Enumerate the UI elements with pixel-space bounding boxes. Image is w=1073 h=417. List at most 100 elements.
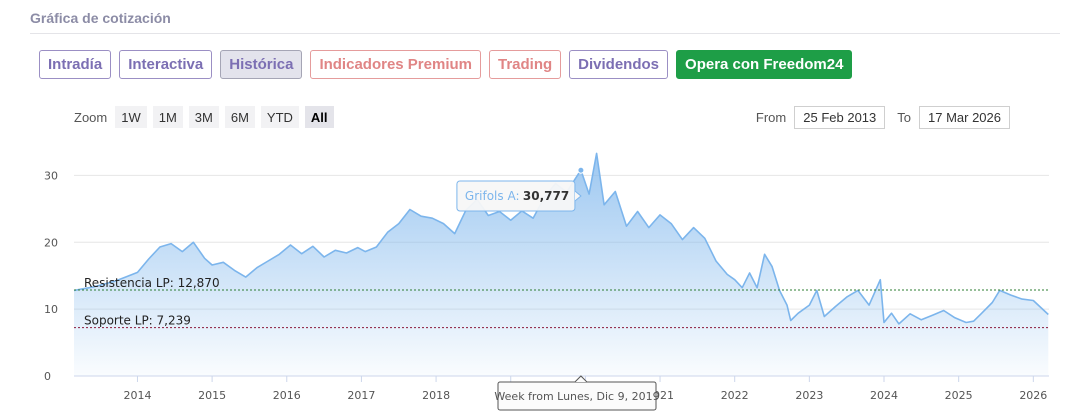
x-tick-label-2024: 2024 <box>870 389 898 402</box>
data-point-51 <box>659 214 661 216</box>
x-tick-label-2018: 2018 <box>422 389 450 402</box>
data-point-27 <box>398 223 400 225</box>
data-point-55 <box>704 237 706 239</box>
data-point-76 <box>883 322 885 324</box>
data-point-82 <box>943 310 945 312</box>
data-point-21 <box>334 249 336 251</box>
x-tick-label-2017: 2017 <box>347 389 375 402</box>
tab-historica[interactable]: Histórica <box>220 50 303 79</box>
data-point-8 <box>193 241 195 243</box>
data-point-83 <box>954 317 956 319</box>
data-point-91 <box>1032 300 1034 302</box>
data-point-14 <box>256 267 258 269</box>
zoom-ytd-button[interactable]: YTD <box>260 106 299 128</box>
data-point-53 <box>682 239 684 241</box>
tab-indicadores-premium[interactable]: Indicadores Premium <box>310 50 481 79</box>
data-point-69 <box>816 290 818 292</box>
zoom-6m-button[interactable]: 6M <box>224 106 255 128</box>
data-point-85 <box>973 320 975 322</box>
from-date-input[interactable]: 25 Feb 2013 <box>794 106 886 129</box>
data-point-66 <box>790 320 792 322</box>
highlight-point <box>577 166 585 174</box>
data-point-72 <box>846 296 848 298</box>
zoom-3m-button[interactable]: 3M <box>188 106 219 128</box>
data-point-90 <box>1021 298 1023 300</box>
crosshair-label-text: Week from Lunes, Dic 9, 2019 <box>494 390 659 403</box>
from-label: From <box>755 110 787 125</box>
data-point-58 <box>734 279 736 281</box>
data-point-16 <box>278 253 280 255</box>
zoom-label: Zoom <box>74 109 108 125</box>
opera-freedom24-button[interactable]: Opera con Freedom24 <box>676 50 853 79</box>
tab-interactiva[interactable]: Interactiva <box>119 50 213 79</box>
tab-intradia[interactable]: Intradía <box>39 50 112 79</box>
data-point-37 <box>510 219 512 221</box>
chart-tabs: Intradía Interactiva Histórica Indicador… <box>39 50 853 79</box>
data-point-24 <box>364 251 366 253</box>
section-title: Gráfica de cotización <box>30 10 171 26</box>
reference-line-label-0: Resistencia LP: 12,870 <box>84 276 220 290</box>
data-point-78 <box>898 323 900 325</box>
to-date-input[interactable]: 17 Mar 2026 <box>919 106 1010 129</box>
data-point-59 <box>741 287 743 289</box>
tooltip-value: 30,777 <box>523 189 569 203</box>
data-point-57 <box>726 273 728 275</box>
data-point-11 <box>222 261 224 263</box>
data-point-75 <box>879 279 881 281</box>
data-point-87 <box>991 302 993 304</box>
data-point-9 <box>204 257 206 259</box>
data-point-67 <box>797 312 799 314</box>
x-tick-label-2023: 2023 <box>795 389 823 402</box>
data-point-7 <box>181 251 183 253</box>
y-tick-label-20: 20 <box>44 236 58 249</box>
data-point-3 <box>137 271 139 273</box>
data-point-84 <box>965 322 967 324</box>
data-point-70 <box>823 316 825 318</box>
data-point-22 <box>346 252 348 254</box>
series-area-grifols-a <box>74 153 1049 376</box>
zoom-controls: Zoom 1W 1M 3M 6M YTD All <box>74 106 334 128</box>
tooltip-series-name: Grifols A: <box>465 189 520 203</box>
series-line-grifols-a <box>73 152 1049 325</box>
x-tick-label-2025: 2025 <box>945 389 973 402</box>
data-point-13 <box>245 276 247 278</box>
data-point-19 <box>312 245 314 247</box>
data-point-20 <box>323 256 325 258</box>
tooltip-pointer <box>574 190 582 202</box>
data-point-80 <box>920 319 922 321</box>
data-point-68 <box>808 304 810 306</box>
data-point-18 <box>301 253 303 255</box>
data-point-39 <box>532 217 534 219</box>
x-tick-label-2015: 2015 <box>198 389 226 402</box>
data-point-47 <box>614 191 616 193</box>
data-point-86 <box>980 313 982 315</box>
section-header: Gráfica de cotización <box>30 10 1060 34</box>
data-point-30 <box>431 217 433 219</box>
zoom-all-button[interactable]: All <box>304 106 334 128</box>
data-point-25 <box>375 246 377 248</box>
reference-line-label-1: Soporte LP: 7,239 <box>84 314 191 328</box>
data-point-65 <box>786 304 788 306</box>
data-point-56 <box>715 260 717 262</box>
zoom-1w-button[interactable]: 1W <box>115 106 147 128</box>
data-point-63 <box>771 265 773 267</box>
data-point-15 <box>267 260 269 262</box>
data-point-23 <box>357 247 359 249</box>
data-point-71 <box>835 306 837 308</box>
zoom-1m-button[interactable]: 1M <box>152 106 183 128</box>
y-tick-label-10: 10 <box>44 303 58 316</box>
data-point-35 <box>487 215 489 217</box>
data-point-26 <box>387 231 389 233</box>
data-point-77 <box>891 312 893 314</box>
data-point-52 <box>670 223 672 225</box>
data-point-6 <box>170 243 172 245</box>
data-point-45 <box>596 152 598 154</box>
data-point-74 <box>868 304 870 306</box>
x-tick-label-2014: 2014 <box>123 389 151 402</box>
tab-trading[interactable]: Trading <box>489 50 562 79</box>
data-point-44 <box>588 193 590 195</box>
tab-dividendos[interactable]: Dividendos <box>569 50 669 79</box>
data-point-92 <box>1047 314 1049 316</box>
crosshair-label-pointer <box>574 375 588 383</box>
